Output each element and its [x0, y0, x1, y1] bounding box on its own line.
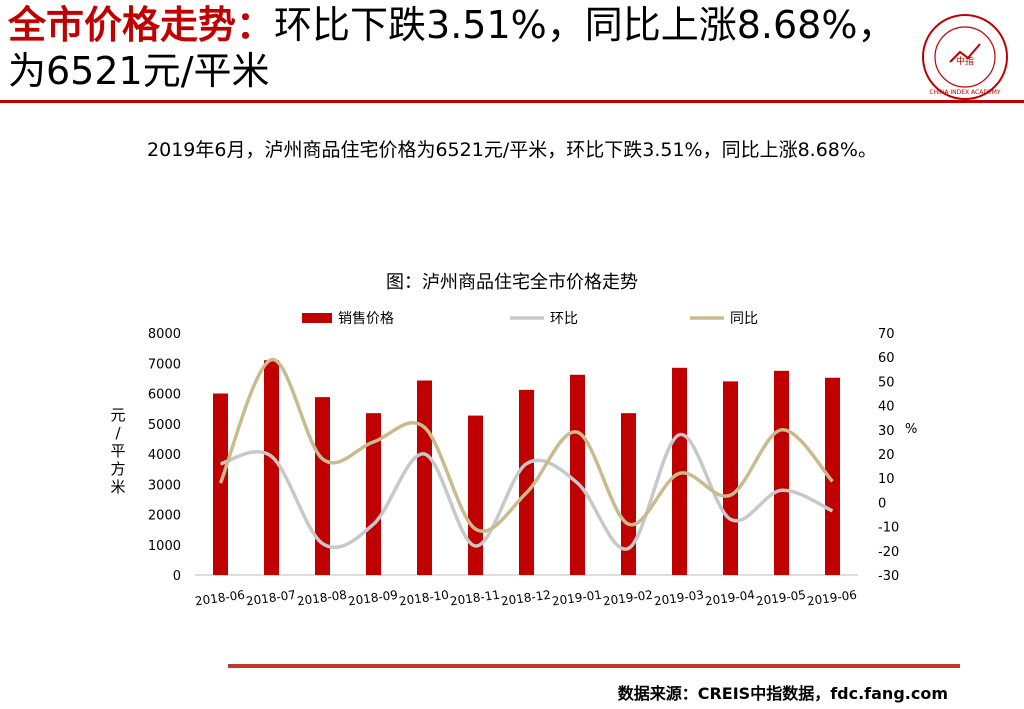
price-bar [774, 370, 789, 575]
x-tick-label: 2018-07 [245, 588, 297, 609]
x-tick-label: 2019-02 [602, 588, 654, 609]
price-bar [621, 413, 636, 575]
x-tick-label: 2018-09 [347, 588, 399, 609]
left-tick-label: 6000 [148, 388, 181, 403]
left-axis-label-char: 方 [110, 460, 125, 478]
price-bar [417, 380, 432, 575]
right-tick-label: -10 [878, 521, 899, 536]
x-tick-label: 2018-08 [296, 588, 348, 609]
logo-center-text: 中指 [956, 55, 974, 67]
data-source: 数据来源：CREIS中指数据，fdc.fang.com [617, 684, 948, 703]
title-divider [0, 100, 1024, 103]
left-tick-label: 2000 [148, 509, 181, 524]
left-tick-label: 7000 [148, 357, 181, 372]
x-tick-label: 2018-06 [194, 588, 246, 609]
left-axis-label-char: 平 [110, 442, 125, 460]
right-tick-label: -30 [878, 569, 899, 584]
page-title: 全市价格走势：环比下跌3.51%，同比上涨8.68%，为6521元/平米 [8, 2, 908, 94]
price-bar [519, 389, 534, 575]
left-tick-label: 1000 [148, 539, 181, 554]
price-bar [723, 381, 738, 575]
right-tick-label: 10 [878, 472, 895, 487]
right-tick-label: 60 [878, 351, 895, 366]
footer-divider [228, 664, 960, 668]
mom-change-line [220, 432, 834, 551]
x-tick-label: 2019-04 [704, 588, 756, 609]
page-title-accent: 全市价格走势： [8, 3, 275, 47]
legend-swatch-price [302, 313, 332, 323]
legend-label: 销售价格 [338, 311, 394, 327]
left-tick-label: 5000 [148, 418, 181, 433]
right-axis-label: % [905, 422, 917, 437]
x-tick-label: 2018-12 [500, 588, 552, 609]
left-tick-label: 8000 [148, 327, 181, 342]
x-tick-label: 2018-10 [398, 588, 450, 609]
left-axis-label-char: 元 [110, 406, 125, 424]
price-bar [315, 397, 330, 575]
right-tick-label: 20 [878, 448, 895, 463]
right-tick-label: 30 [878, 424, 895, 439]
x-tick-label: 2019-05 [755, 588, 807, 609]
x-tick-label: 2018-11 [449, 588, 501, 609]
price-bar [672, 367, 687, 575]
page-title-rest: 环比下跌3.51%，同比上涨8.68%，为6521元/平米 [8, 3, 896, 93]
legend-label: 环比 [550, 311, 578, 327]
price-bar [264, 360, 279, 575]
price-bar [825, 377, 840, 575]
left-tick-label: 0 [173, 569, 181, 584]
left-axis-label-char: / [115, 424, 121, 442]
right-tick-label: 50 [878, 375, 895, 390]
right-tick-label: 40 [878, 400, 895, 415]
price-bar [468, 415, 483, 575]
right-tick-label: -20 [878, 545, 899, 560]
price-bar [570, 374, 585, 575]
yoy-change-line [218, 357, 834, 533]
logo-ring-text: CHINA INDEX ACADEMY [929, 89, 1001, 96]
right-tick-label: 70 [878, 327, 895, 342]
left-tick-label: 4000 [148, 448, 181, 463]
price-bar [213, 393, 228, 575]
left-tick-label: 3000 [148, 478, 181, 493]
x-tick-label: 2019-01 [551, 588, 603, 609]
china-index-academy-logo: 中指 CHINA INDEX ACADEMY [922, 14, 1008, 100]
left-axis-label-char: 米 [110, 478, 125, 496]
summary-text: 2019年6月，泸州商品住宅价格为6521元/平米，环比下跌3.51%，同比上涨… [147, 139, 877, 161]
price-bar [366, 413, 381, 575]
x-tick-label: 2019-06 [806, 588, 858, 609]
right-tick-label: 0 [878, 496, 886, 511]
chart-title: 图：泸州商品住宅全市价格走势 [386, 272, 638, 293]
x-tick-label: 2019-03 [653, 588, 705, 609]
legend-label: 同比 [730, 311, 758, 327]
